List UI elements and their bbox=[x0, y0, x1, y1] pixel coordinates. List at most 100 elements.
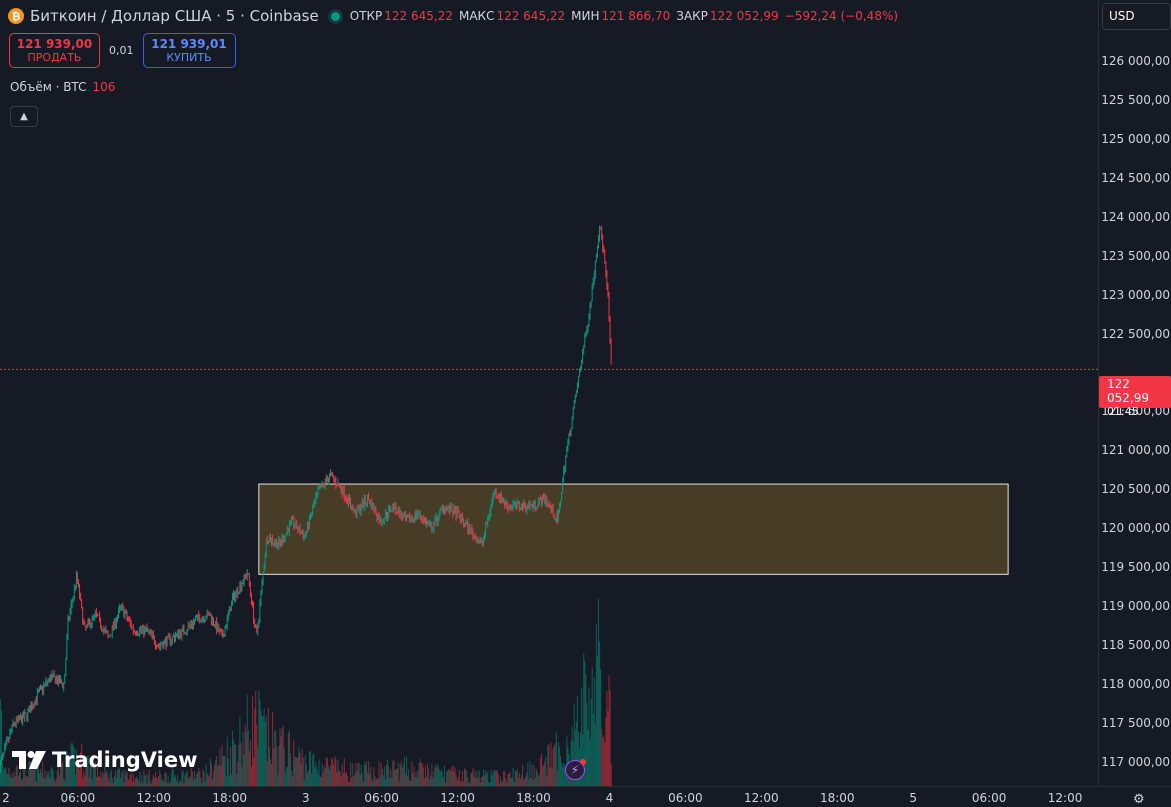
volume-bar bbox=[573, 703, 575, 786]
volume-bar bbox=[575, 721, 577, 786]
volume-bar bbox=[52, 769, 54, 786]
volume-bar bbox=[82, 778, 84, 786]
volume-bar bbox=[106, 770, 108, 786]
settings-gear-icon[interactable]: ⚙ bbox=[1133, 792, 1145, 807]
time-axis[interactable]: 2 06:00 12:00 18:00 3 06:00 12:00 18:00 4 06:00 12… bbox=[0, 786, 1171, 807]
volume-bar bbox=[186, 771, 188, 786]
volume-bar bbox=[562, 767, 564, 786]
volume-bar bbox=[165, 772, 167, 786]
volume-bar bbox=[344, 772, 346, 786]
sell-button[interactable]: 121 939,00 ПРОДАТЬ bbox=[9, 33, 100, 68]
volume-bar bbox=[239, 716, 241, 786]
volume-bar bbox=[138, 780, 140, 786]
price-tick-label: 120 500,00 bbox=[1101, 482, 1170, 497]
volume-bar bbox=[389, 778, 391, 786]
volume-bar bbox=[218, 764, 220, 786]
volume-bar bbox=[120, 778, 122, 786]
volume-bar bbox=[378, 760, 380, 786]
volume-bar bbox=[57, 761, 60, 786]
price-chart[interactable] bbox=[0, 0, 1098, 786]
volume-bar bbox=[67, 760, 69, 786]
volume-bar bbox=[191, 771, 193, 786]
volume-bar bbox=[44, 770, 46, 786]
volume-bar bbox=[131, 781, 133, 786]
volume-bar bbox=[494, 770, 496, 786]
volume-bar bbox=[503, 771, 505, 786]
volume-bar bbox=[298, 746, 300, 786]
volume-bar bbox=[450, 771, 452, 786]
volume-bar bbox=[294, 756, 296, 786]
volume-bar bbox=[440, 769, 442, 786]
volume-bar bbox=[291, 770, 293, 786]
volume-bar bbox=[432, 777, 434, 786]
volume-bar bbox=[204, 782, 206, 786]
volume-bar bbox=[28, 761, 30, 786]
volume-bar bbox=[479, 782, 481, 786]
volume-bar bbox=[30, 761, 32, 786]
time-tick-label: 12:00 bbox=[440, 791, 475, 805]
volume-bar bbox=[537, 776, 539, 786]
volume-bar bbox=[250, 766, 253, 786]
volume-bar bbox=[342, 773, 344, 786]
currency-select[interactable]: USD bbox=[1102, 3, 1171, 30]
volume-bar bbox=[341, 764, 343, 786]
volume-bar bbox=[231, 730, 234, 786]
volume-bar bbox=[219, 748, 221, 786]
price-tick-label: 118 000,00 bbox=[1101, 676, 1170, 691]
volume-bar bbox=[200, 777, 202, 786]
volume-bar bbox=[558, 746, 561, 786]
volume-bar bbox=[70, 743, 72, 786]
price-tick-label: 121 000,00 bbox=[1101, 443, 1170, 458]
volume-bar bbox=[114, 770, 116, 786]
volume-bar bbox=[123, 782, 125, 786]
volume-bar bbox=[337, 759, 339, 786]
volume-bar bbox=[62, 761, 64, 786]
volume-legend[interactable]: Объём · BTC 106 bbox=[10, 80, 115, 94]
buy-button[interactable]: 121 939,01 КУПИТЬ bbox=[142, 33, 236, 68]
volume-bar bbox=[475, 778, 477, 786]
time-tick-label: 18:00 bbox=[212, 791, 248, 805]
volume-bar bbox=[333, 764, 335, 786]
volume-bar bbox=[469, 783, 471, 786]
volume-bar bbox=[331, 758, 333, 786]
volume-bar bbox=[576, 696, 578, 786]
volume-bar bbox=[409, 780, 411, 786]
volume-bar bbox=[89, 763, 91, 786]
volume-bar bbox=[7, 774, 9, 786]
volume-bar bbox=[379, 777, 381, 786]
volume-bar bbox=[295, 757, 297, 786]
time-tick-label: 06:00 bbox=[60, 791, 96, 805]
volume-bar bbox=[76, 754, 79, 786]
tradingview-logo-icon bbox=[12, 751, 46, 769]
time-tick-label: 18:00 bbox=[516, 791, 551, 805]
tradingview-logo[interactable]: TradingView bbox=[12, 748, 197, 772]
volume-bar bbox=[533, 765, 535, 786]
volume-bar bbox=[119, 767, 121, 786]
lightning-icon[interactable]: ⚡ bbox=[565, 759, 586, 780]
time-tick-label: 4 bbox=[605, 791, 614, 805]
symbol-title[interactable]: Биткоин / Доллар США · 5 · Coinbase bbox=[30, 7, 319, 25]
market-status-icon[interactable] bbox=[330, 11, 340, 21]
volume-bar bbox=[459, 780, 461, 786]
collapse-legend-button[interactable]: ▲ bbox=[10, 106, 38, 127]
volume-bar bbox=[18, 772, 21, 786]
consolidation-zone[interactable] bbox=[258, 483, 1009, 575]
volume-bar bbox=[397, 762, 399, 786]
volume-bar bbox=[96, 760, 99, 786]
volume-bar bbox=[210, 763, 212, 786]
volume-bar bbox=[27, 776, 29, 786]
last-price-value: 122 052,99 bbox=[1107, 377, 1149, 405]
volume-bar bbox=[434, 767, 436, 786]
volume-bar bbox=[312, 755, 314, 786]
volume-bar bbox=[23, 760, 25, 786]
volume-bar bbox=[83, 771, 85, 786]
time-tick-label: 06:00 bbox=[364, 791, 399, 805]
high-label: МАКС bbox=[458, 9, 495, 23]
buy-price: 121 939,01 bbox=[151, 37, 227, 51]
volume-bar bbox=[286, 766, 288, 786]
price-tick-label: 117 500,00 bbox=[1101, 715, 1170, 730]
volume-bar bbox=[69, 757, 71, 786]
volume-bar bbox=[445, 782, 447, 786]
volume-bar bbox=[495, 770, 497, 786]
volume-bar bbox=[383, 766, 385, 786]
